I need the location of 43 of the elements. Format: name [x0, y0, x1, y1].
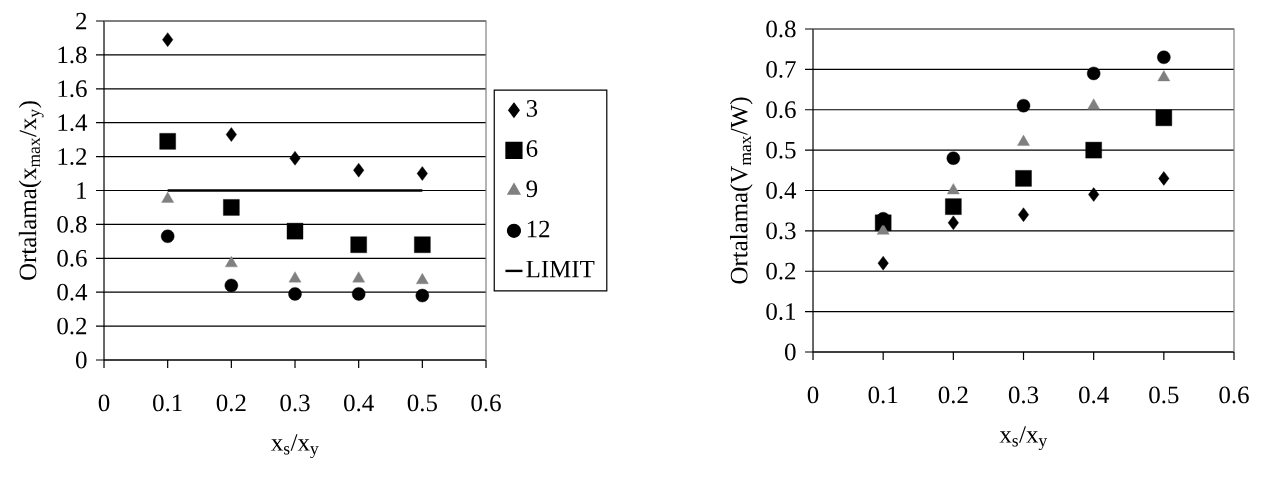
y-tick-label: 0.4	[766, 182, 797, 199]
y-tick-label: 0.6	[57, 249, 87, 267]
y-tick-label: 0	[785, 343, 796, 361]
y-tick-label: 0.8	[766, 20, 796, 38]
y-tick-label: 0.4	[57, 283, 88, 301]
y-tick-label: 0.8	[57, 215, 87, 233]
x-axis-title: x$_{s}$/x$_{y}$	[999, 426, 1048, 451]
y-tick-label: 1.8	[58, 46, 87, 64]
y-axis-title: Ortalama(x$_{max}$/x$_{y}$)	[18, 101, 44, 280]
y-axis-title: Ortalama(V$_{max}$/W)	[729, 97, 753, 284]
x-tick-label: 0.5	[407, 394, 437, 412]
legend-label: 9	[526, 180, 538, 198]
y-tick-label: 1.6	[58, 80, 87, 98]
legend-label: 3	[526, 100, 538, 117]
y-tick-label: 0.7	[766, 60, 796, 78]
y-tick-label: 0.5	[766, 141, 796, 159]
y-tick-label: 0.3	[766, 222, 796, 240]
y-tick-label: 1	[77, 182, 87, 199]
x-tick-label: 0	[98, 394, 110, 412]
y-tick-label: 2	[76, 12, 87, 30]
y-tick-label: 0.2	[766, 262, 796, 280]
y-tick-label: 0.2	[57, 317, 87, 335]
legend-label: LIMIT	[526, 260, 595, 278]
y-tick-label: 1.2	[58, 148, 87, 166]
x-tick-label: 0.5	[1149, 386, 1179, 404]
x-tick-label: 0.4	[1079, 386, 1109, 404]
y-tick-label: 1.4	[58, 114, 88, 132]
y-tick-label: 0.1	[766, 303, 796, 321]
x-tick-label: 0.6	[471, 394, 501, 412]
x-tick-label: 0.2	[216, 394, 246, 412]
y-tick-label: 0	[76, 351, 87, 369]
x-tick-label: 0.4	[344, 394, 374, 412]
legend-label: 6	[526, 140, 538, 157]
x-tick-label: 0.3	[1008, 386, 1039, 404]
x-tick-label: 0.2	[938, 386, 968, 404]
x-tick-label: 0.1	[868, 386, 898, 404]
y-tick-label: 0.6	[766, 101, 796, 119]
x-tick-label: 0	[807, 386, 819, 404]
x-axis-title: x$_{s}$/x$_{y}$	[271, 434, 319, 459]
x-tick-label: 0.1	[153, 394, 182, 412]
legend-label: 12	[527, 220, 550, 238]
x-tick-label: 0.6	[1219, 386, 1249, 404]
x-tick-label: 0.3	[280, 394, 310, 412]
